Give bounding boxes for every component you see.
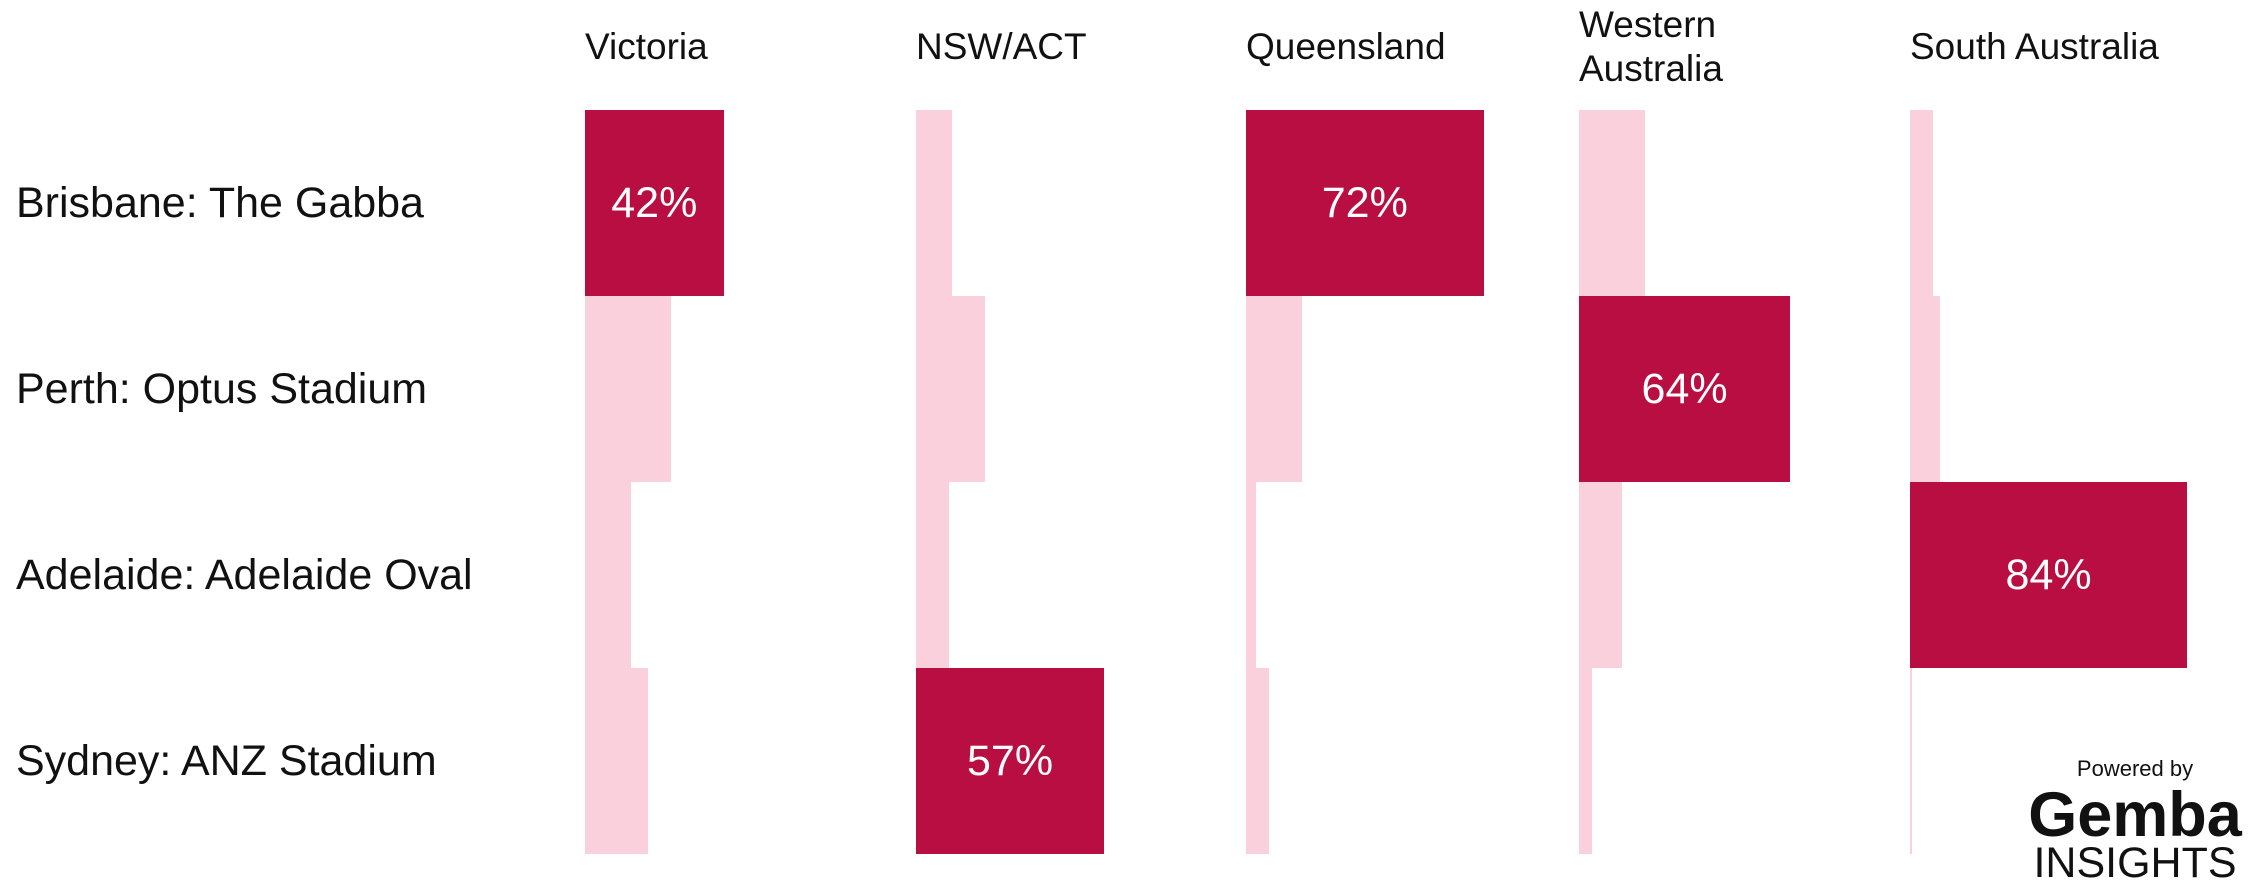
bar xyxy=(1246,110,1484,296)
column-header: Western Australia xyxy=(1579,4,1723,89)
bar xyxy=(916,482,949,668)
value-label: 84% xyxy=(2005,551,2092,599)
bar xyxy=(916,296,986,482)
row-label: Brisbane: The Gabba xyxy=(16,179,424,227)
row-label: Sydney: ANZ Stadium xyxy=(16,737,437,785)
row-label: Perth: Optus Stadium xyxy=(16,365,428,413)
bar xyxy=(585,668,648,854)
column-header: South Australia xyxy=(1910,26,2159,67)
bar xyxy=(1910,668,1912,854)
value-label: 64% xyxy=(1641,365,1728,413)
bar xyxy=(1246,296,1303,482)
bar xyxy=(1579,482,1622,668)
column-header: Victoria xyxy=(585,26,708,67)
bar xyxy=(916,110,953,296)
bar xyxy=(1910,296,1940,482)
bar xyxy=(1579,668,1593,854)
logo-brand: Gemba xyxy=(2028,780,2242,850)
logo-powered: Powered by xyxy=(2076,756,2194,781)
bar xyxy=(585,296,671,482)
bar xyxy=(1579,296,1791,482)
bar xyxy=(1579,110,1645,296)
column-header: NSW/ACT xyxy=(916,26,1087,67)
bar xyxy=(1910,482,2188,668)
bar xyxy=(585,110,724,296)
value-label: 57% xyxy=(967,737,1054,785)
bar xyxy=(1246,482,1256,668)
value-label: 42% xyxy=(611,179,698,227)
value-label: 72% xyxy=(1321,179,1408,227)
bar xyxy=(1246,668,1270,854)
bar xyxy=(1910,110,1934,296)
logo-sub: INSIGHTS xyxy=(2033,839,2237,887)
column-header: Queensland xyxy=(1246,26,1446,67)
bar xyxy=(916,668,1105,854)
bar xyxy=(585,482,632,668)
row-label: Adelaide: Adelaide Oval xyxy=(16,551,473,599)
